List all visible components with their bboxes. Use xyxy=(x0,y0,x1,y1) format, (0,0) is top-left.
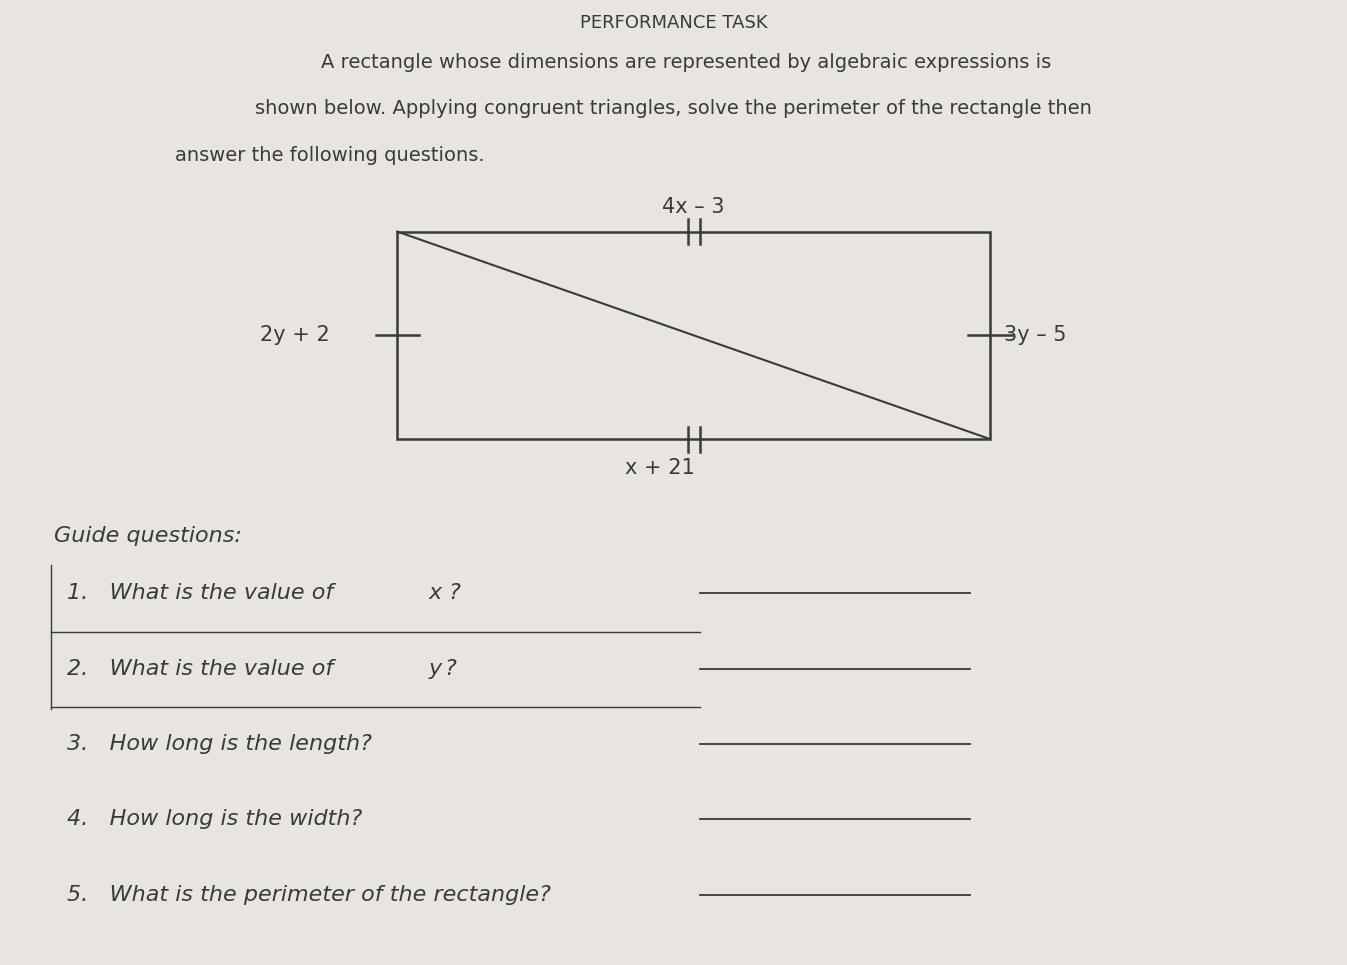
Text: 4.   How long is the width?: 4. How long is the width? xyxy=(67,810,362,829)
Text: ?: ? xyxy=(449,584,461,603)
Text: ?: ? xyxy=(445,659,457,678)
Text: shown below. Applying congruent triangles, solve the perimeter of the rectangle : shown below. Applying congruent triangle… xyxy=(255,99,1092,119)
Text: y: y xyxy=(428,659,442,678)
Text: 2.   What is the value of: 2. What is the value of xyxy=(67,659,341,678)
Text: PERFORMANCE TASK: PERFORMANCE TASK xyxy=(579,14,768,33)
Text: 3y – 5: 3y – 5 xyxy=(1004,325,1065,345)
Text: A rectangle whose dimensions are represented by algebraic expressions is: A rectangle whose dimensions are represe… xyxy=(296,53,1051,72)
Text: 5.   What is the perimeter of the rectangle?: 5. What is the perimeter of the rectangl… xyxy=(67,885,551,904)
Text: 1.   What is the value of: 1. What is the value of xyxy=(67,584,341,603)
Text: 4x – 3: 4x – 3 xyxy=(663,197,725,217)
Text: x: x xyxy=(428,584,442,603)
Text: 3.   How long is the length?: 3. How long is the length? xyxy=(67,734,372,754)
Bar xyxy=(397,232,990,439)
Text: answer the following questions.: answer the following questions. xyxy=(175,146,485,165)
Text: 2y + 2: 2y + 2 xyxy=(260,325,330,345)
Text: Guide questions:: Guide questions: xyxy=(54,526,241,546)
Text: x + 21: x + 21 xyxy=(625,458,695,479)
